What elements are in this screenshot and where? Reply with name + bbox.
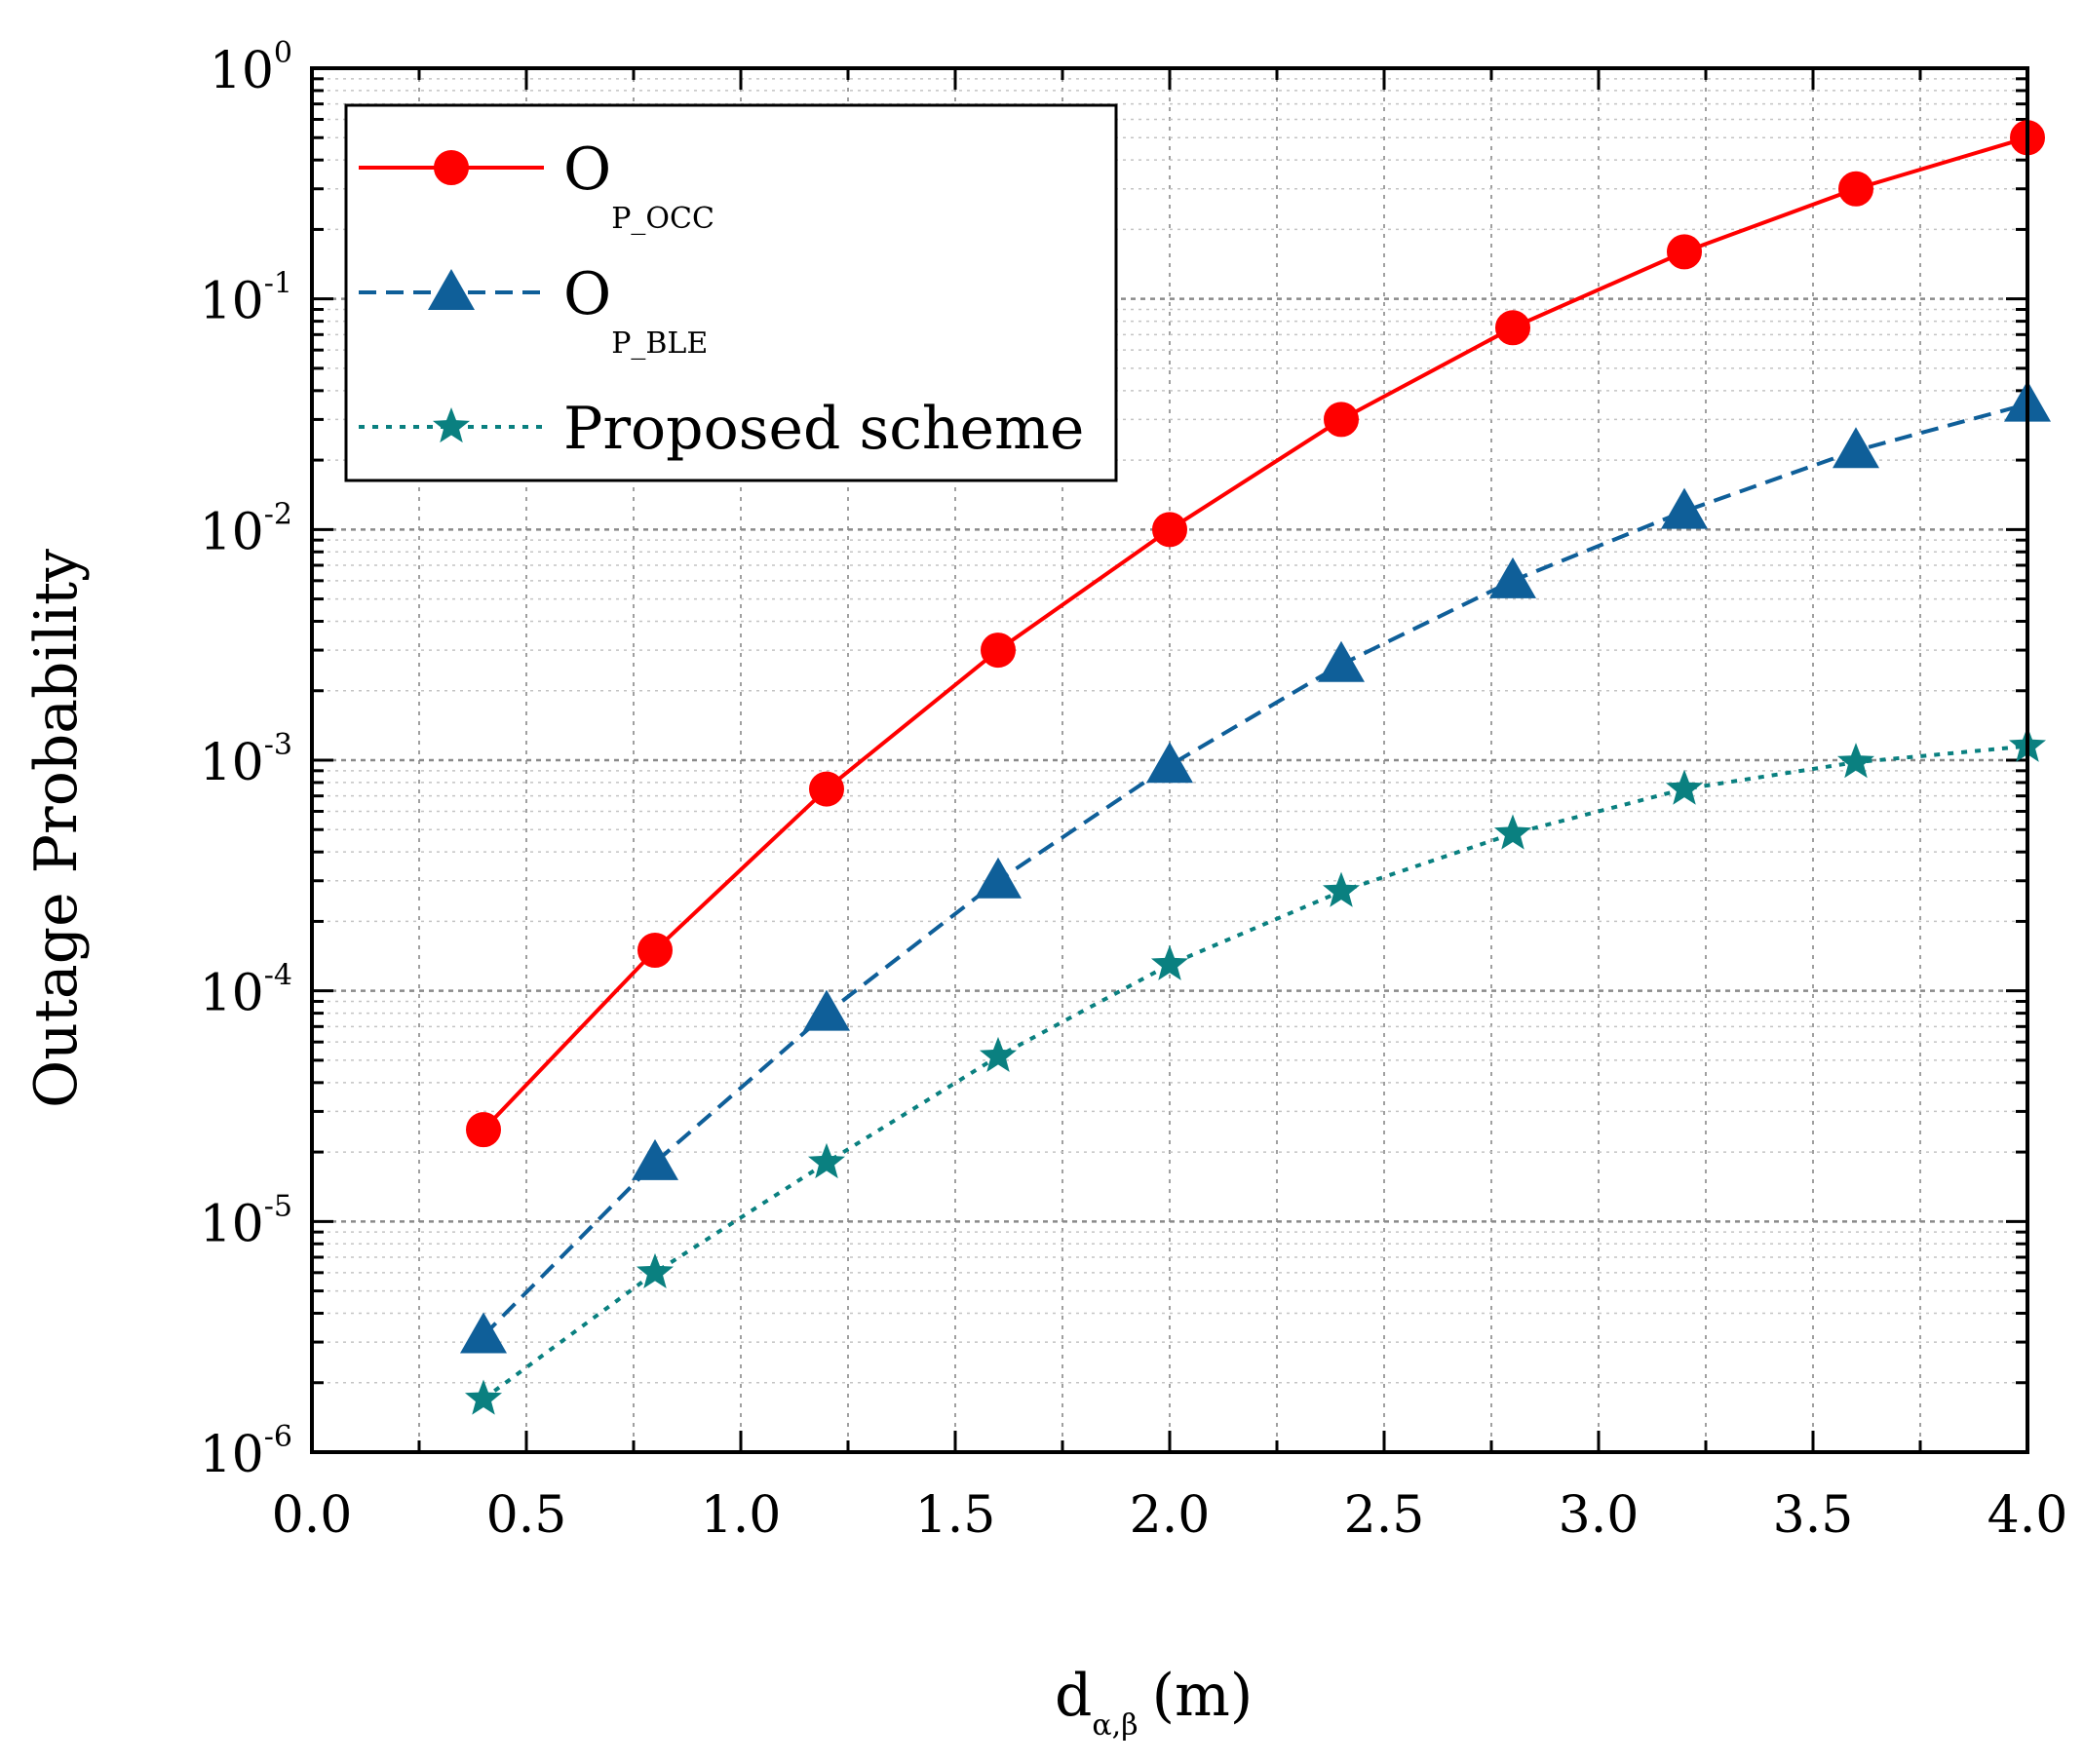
data-point <box>1667 234 1702 270</box>
data-point <box>464 1379 503 1415</box>
y-tick-label: 10-6 <box>200 1420 292 1484</box>
legend-label-main: Proposed scheme <box>563 395 1084 463</box>
data-point <box>1495 310 1530 346</box>
data-point <box>1318 640 1365 682</box>
data-point <box>466 1112 501 1148</box>
legend-marker <box>432 407 471 443</box>
data-point <box>1489 556 1536 598</box>
data-point <box>1665 769 1704 805</box>
legend-entry-2: OP_BLE <box>359 260 708 361</box>
data-point <box>1836 743 1875 779</box>
data-point <box>975 857 1022 899</box>
data-point <box>632 1138 678 1180</box>
y-tick-base: 10 <box>200 1426 264 1484</box>
x-tick-label: 0.5 <box>486 1486 567 1545</box>
x-tick-label: 0.0 <box>272 1486 353 1545</box>
x-axis-title-unit: (m) <box>1152 1662 1254 1730</box>
data-point <box>1322 871 1361 907</box>
data-point <box>636 1252 675 1289</box>
y-axis-title: Outage Probability <box>22 549 91 1108</box>
grid <box>312 68 2027 1452</box>
x-tick-label: 2.5 <box>1344 1486 1425 1545</box>
legend-label: Proposed scheme <box>563 395 1084 463</box>
y-tick-base: 10 <box>210 42 274 100</box>
data-point <box>981 633 1016 669</box>
y-tick-base: 10 <box>200 273 264 331</box>
legend-entry-1: OP_OCC <box>359 135 714 236</box>
x-axis-title: dα,β (m) <box>1055 1662 1253 1743</box>
y-tick-exponent: -6 <box>264 1420 292 1454</box>
x-tick-label: 2.0 <box>1130 1486 1211 1545</box>
data-point <box>979 1036 1018 1073</box>
y-tick-label: 10-4 <box>200 959 292 1023</box>
series-line <box>482 744 2028 1401</box>
data-point <box>1493 814 1532 850</box>
data-point <box>1152 512 1187 548</box>
legend-entry-3: Proposed scheme <box>359 395 1084 463</box>
x-tick-label: 3.5 <box>1773 1486 1854 1545</box>
y-tick-exponent: -1 <box>264 267 292 301</box>
y-tick-label: 10-1 <box>200 267 292 331</box>
x-tick-label: 1.0 <box>701 1486 782 1545</box>
y-tick-label: 100 <box>210 36 292 100</box>
data-point <box>637 932 673 968</box>
data-point <box>460 1312 507 1354</box>
legend-label-sub: P_OCC <box>611 202 714 236</box>
y-tick-exponent: -2 <box>264 497 292 531</box>
legend-label-sub: P_BLE <box>611 326 708 361</box>
series-layer <box>460 120 2051 1415</box>
y-tick-label: 10-2 <box>200 497 292 561</box>
x-tick-label: 4.0 <box>1988 1486 2068 1545</box>
y-tick-label: 10-3 <box>200 728 292 792</box>
y-tick-base: 10 <box>200 503 264 561</box>
legend-label: OP_OCC <box>563 135 714 236</box>
series-line <box>482 135 2028 1131</box>
series-1 <box>466 120 2045 1148</box>
data-point <box>1146 742 1193 784</box>
tick-labels: 0.0 0.5 1.0 1.5 2.0 2.5 3.0 3.5 4.010010-110-210… <box>200 36 2068 1545</box>
legend-label-main: O <box>563 260 611 328</box>
legend-label: OP_BLE <box>563 260 708 361</box>
data-point <box>809 771 844 807</box>
x-tick-label: 3.0 <box>1559 1486 1640 1545</box>
legend-label-main: O <box>563 135 611 204</box>
series-line <box>482 402 2028 1337</box>
y-tick-exponent: 0 <box>274 36 292 70</box>
y-tick-label: 10-5 <box>200 1189 292 1253</box>
legend-marker <box>434 150 469 185</box>
y-tick-exponent: -3 <box>264 728 292 762</box>
y-tick-base: 10 <box>200 965 264 1023</box>
data-point <box>803 989 850 1031</box>
y-tick-base: 10 <box>200 734 264 792</box>
series-2 <box>460 380 2051 1354</box>
data-point <box>807 1142 846 1179</box>
y-tick-exponent: -5 <box>264 1189 292 1223</box>
data-point <box>1661 487 1708 529</box>
y-tick-base: 10 <box>200 1195 264 1253</box>
x-axis-title-main: d <box>1055 1662 1092 1730</box>
data-point <box>1833 427 1879 469</box>
plot-frame <box>310 66 2029 1454</box>
data-point <box>1150 944 1189 980</box>
legend-marker <box>428 269 475 310</box>
data-point <box>1324 402 1359 438</box>
x-tick-label: 1.5 <box>915 1486 996 1545</box>
data-point <box>1838 171 1873 207</box>
y-tick-exponent: -4 <box>264 959 292 993</box>
x-axis-title-sub: α,β <box>1092 1708 1138 1743</box>
